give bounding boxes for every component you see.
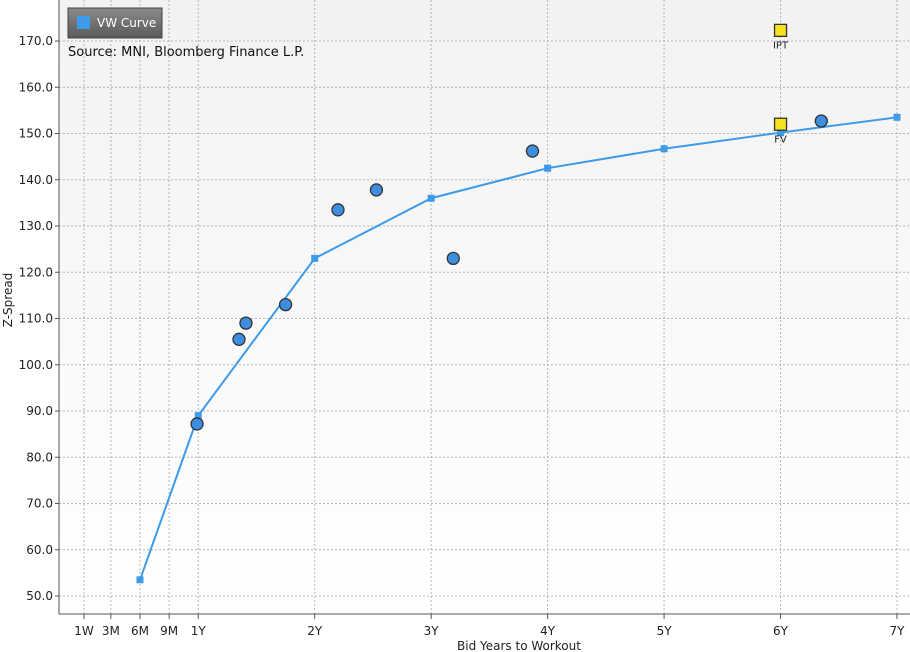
y-tick-label: 80.0 [26,450,53,464]
bond-point[interactable] [525,144,540,158]
marker-point-ipt[interactable] [773,23,788,38]
x-tick-label: 3M [102,624,120,638]
series-line-vw-curve [139,116,898,581]
axes [55,0,910,619]
chart-subtitle: Source: MNI, Bloomberg Finance L.P. [68,45,304,60]
bond-point[interactable] [814,114,828,128]
y-tick-label: 60.0 [26,543,53,557]
y-tick-label: 140.0 [19,173,53,187]
x-tick-label: 9M [160,624,178,638]
series: IPT FV [136,23,901,584]
bond-point[interactable] [232,332,246,346]
y-tick-label: 100.0 [19,358,53,372]
vw-curve-point[interactable] [777,129,785,137]
y-axis-title: Z-Spread [1,273,15,328]
x-tick-label: 7Y [890,624,906,638]
tick-labels: 50.0 60.0 70.0 80.0 90.0 100.0 110.0 120.0 130.0… [19,34,906,638]
y-tick-label: 70.0 [26,497,53,511]
y-tick-label: 90.0 [26,404,53,418]
x-tick-label: 3Y [424,624,440,638]
x-tick-label: 1W [74,624,94,638]
bond-point[interactable] [369,183,384,197]
bond-point[interactable] [278,297,293,312]
legend[interactable]: VW Curve [67,7,163,39]
y-tick-label: 130.0 [19,219,53,233]
x-tick-label: 1Y [191,624,207,638]
y-tick-label: 150.0 [19,127,53,141]
x-axis-title: Bid Years to Workout [457,639,581,652]
x-tick-label: 5Y [657,624,673,638]
marker-label-fv: FV [774,134,787,145]
x-tick-label: 4Y [540,624,556,638]
y-tick-label: 120.0 [19,265,53,279]
bond-point[interactable] [331,203,345,217]
vw-curve-point[interactable] [544,164,552,172]
grid [59,0,910,614]
vw-curve-point[interactable] [136,576,144,584]
bond-point[interactable] [190,417,204,431]
vw-curve-point[interactable] [311,254,319,262]
bond-point[interactable] [446,251,460,266]
bond-point[interactable] [239,316,253,330]
legend-swatch-vw-curve [77,16,90,29]
y-tick-label: 160.0 [19,80,53,94]
vw-curve-point[interactable] [660,145,668,153]
vw-curve-point[interactable] [194,412,202,420]
vw-curve-point[interactable] [427,194,435,202]
legend-entry-vw-curve: VW Curve [97,16,156,30]
plot-background [59,0,910,614]
y-tick-label: 170.0 [19,34,53,48]
x-tick-label: 6M [131,624,149,638]
y-tick-label: 50.0 [26,589,53,603]
marker-label-ipt: IPT [773,40,789,51]
x-tick-label: 2Y [307,624,323,638]
marker-point-fv[interactable] [773,117,788,131]
x-tick-label: 6Y [773,624,789,638]
vw-curve-point[interactable] [893,113,901,121]
y-tick-label: 110.0 [19,312,53,326]
